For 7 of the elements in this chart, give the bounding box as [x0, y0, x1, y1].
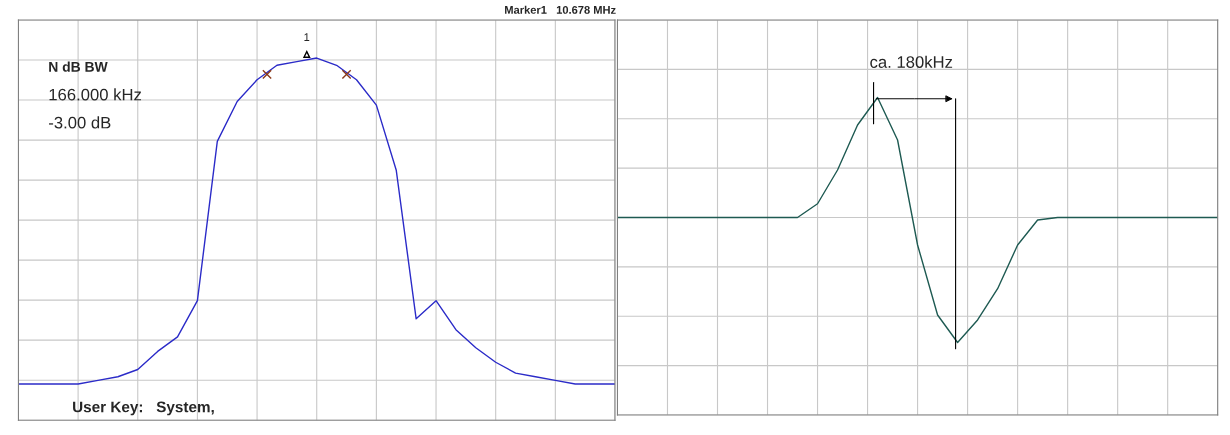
chart-title: Marker1 10.678 MHz: [505, 5, 616, 14]
annotation: -3.00 dB: [49, 116, 111, 129]
annotation: 166.000 kHz: [49, 88, 142, 101]
annotation: User Key: System,: [73, 401, 214, 416]
text: 1: [304, 33, 310, 41]
annotation: N dB BW: [49, 61, 108, 72]
text: ca. 180kHz: [870, 55, 953, 68]
